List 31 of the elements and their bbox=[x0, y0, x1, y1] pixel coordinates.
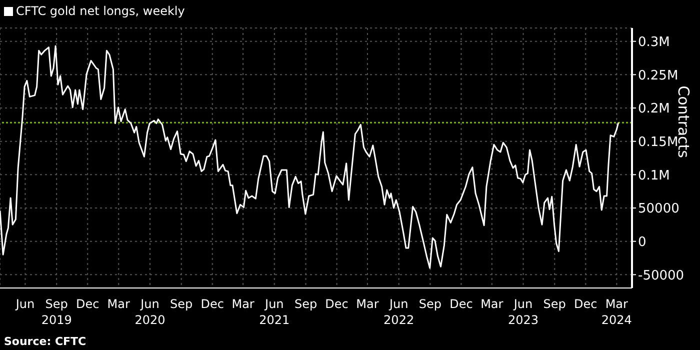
x-tick-label: Mar bbox=[480, 297, 504, 311]
x-tick-label: Jun bbox=[14, 297, 35, 311]
y-tick-label: 50000 bbox=[638, 202, 680, 217]
x-tick-label: Sep bbox=[543, 297, 566, 311]
x-tick-label: Jun 2022 bbox=[384, 297, 414, 327]
legend-label: CFTC gold net longs, weekly bbox=[15, 4, 185, 18]
x-tick-label: Jun 2021 bbox=[259, 297, 290, 327]
source-note: Source: CFTC bbox=[4, 335, 86, 348]
x-tick-label: Dec bbox=[325, 297, 348, 311]
x-tick-label: Mar 2024 bbox=[601, 297, 632, 327]
x-tick-label: Dec bbox=[574, 297, 598, 311]
y-tick-label: -50000 bbox=[638, 268, 684, 284]
y-tick-label: 0.15M bbox=[638, 134, 678, 150]
x-tick-label: Jun 2020 bbox=[134, 297, 166, 327]
y-tick-label: 0.1M bbox=[638, 168, 670, 184]
y-tick-label: 0.25M bbox=[638, 68, 678, 84]
x-tick-label: Sep bbox=[170, 297, 193, 311]
x-tick-label: Mar bbox=[107, 297, 130, 311]
line-series bbox=[0, 45, 620, 269]
x-tick-label: Sep 2019 bbox=[41, 297, 72, 327]
x-tick-label: Sep bbox=[294, 297, 318, 311]
x-tick-label: Dec bbox=[450, 297, 473, 311]
x-tick-label: Sep bbox=[418, 297, 442, 311]
x-tick-label: Dec bbox=[76, 297, 100, 311]
y-tick-label: 0.2M bbox=[638, 102, 670, 117]
x-tick-label: Jun 2023 bbox=[508, 297, 539, 327]
x-tick-label: Mar bbox=[356, 297, 379, 311]
y-tick-label: 0 bbox=[638, 234, 646, 250]
x-tick-label: Mar bbox=[232, 297, 254, 311]
x-tick-label: Dec bbox=[200, 297, 224, 311]
y-tick-label: 0.3M bbox=[638, 34, 670, 50]
